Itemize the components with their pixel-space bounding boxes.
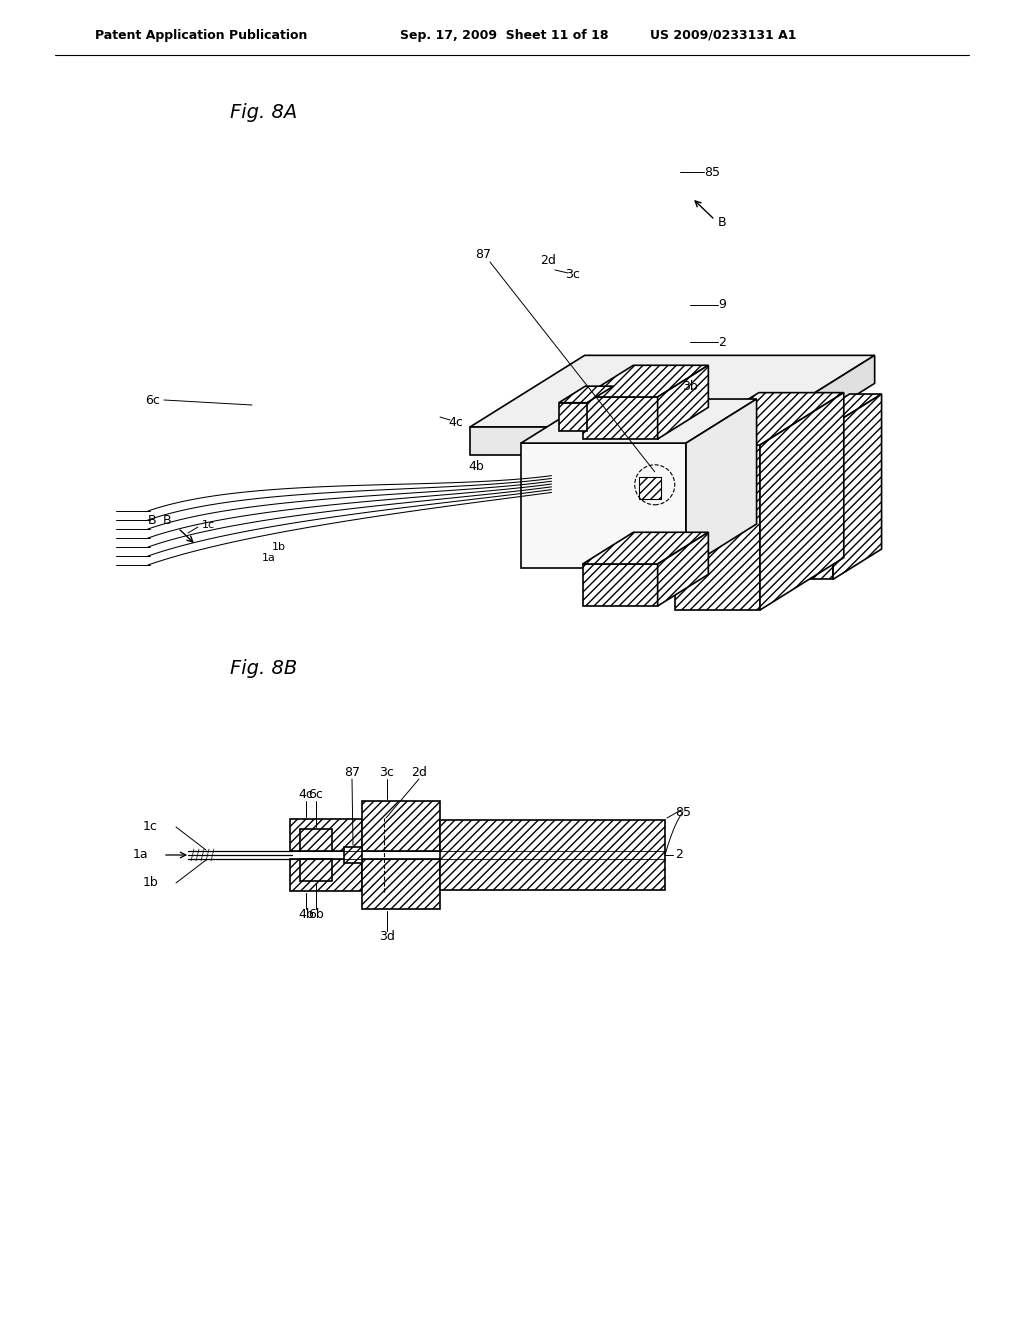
Text: 4b: 4b xyxy=(468,461,483,474)
Text: 9: 9 xyxy=(718,298,726,312)
Polygon shape xyxy=(583,532,709,564)
Text: 1a: 1a xyxy=(262,553,275,564)
Bar xyxy=(362,801,440,851)
Polygon shape xyxy=(583,366,709,397)
Text: 2: 2 xyxy=(718,335,726,348)
Text: B: B xyxy=(147,513,156,527)
Bar xyxy=(344,847,362,863)
Text: 6c: 6c xyxy=(145,393,160,407)
Text: 85: 85 xyxy=(675,805,691,818)
Polygon shape xyxy=(675,392,844,445)
Text: 6b: 6b xyxy=(308,908,324,921)
Text: 6c: 6c xyxy=(308,788,324,801)
Text: 85: 85 xyxy=(705,165,720,178)
Polygon shape xyxy=(521,399,757,444)
Polygon shape xyxy=(583,564,657,606)
Polygon shape xyxy=(639,477,660,499)
Polygon shape xyxy=(470,355,874,426)
Text: 1c: 1c xyxy=(202,520,215,531)
Polygon shape xyxy=(801,424,834,579)
Text: 1b: 1b xyxy=(143,876,159,890)
Text: 2d: 2d xyxy=(411,767,427,780)
Text: B: B xyxy=(718,216,727,230)
Text: 3c: 3c xyxy=(380,767,394,780)
Text: 4c: 4c xyxy=(449,416,463,429)
Polygon shape xyxy=(686,399,757,568)
Text: Sep. 17, 2009  Sheet 11 of 18: Sep. 17, 2009 Sheet 11 of 18 xyxy=(400,29,608,41)
Polygon shape xyxy=(657,366,709,440)
Text: Fig. 8B: Fig. 8B xyxy=(230,659,297,677)
Polygon shape xyxy=(801,395,882,424)
Text: 1a: 1a xyxy=(133,849,148,862)
Text: 2d: 2d xyxy=(540,253,556,267)
Text: 3b: 3b xyxy=(682,380,697,393)
Polygon shape xyxy=(760,392,844,610)
Bar xyxy=(290,818,362,851)
Text: 87: 87 xyxy=(344,767,360,780)
Bar xyxy=(300,829,332,851)
Bar xyxy=(362,859,440,909)
Text: US 2009/0233131 A1: US 2009/0233131 A1 xyxy=(650,29,797,41)
Text: Patent Application Publication: Patent Application Publication xyxy=(95,29,307,41)
Text: Fig. 8A: Fig. 8A xyxy=(230,103,297,121)
Text: 1c: 1c xyxy=(143,821,158,833)
Polygon shape xyxy=(470,426,760,455)
Polygon shape xyxy=(657,532,709,606)
Text: B: B xyxy=(163,513,172,527)
Bar xyxy=(440,820,665,890)
Text: 3d: 3d xyxy=(379,931,395,944)
Polygon shape xyxy=(834,395,882,579)
Text: 2: 2 xyxy=(675,849,683,862)
Text: 1b: 1b xyxy=(272,543,286,552)
Text: 3c: 3c xyxy=(565,268,580,281)
Polygon shape xyxy=(521,444,686,568)
Bar xyxy=(300,859,332,880)
Polygon shape xyxy=(559,387,613,403)
Text: 87: 87 xyxy=(475,248,490,261)
Text: 4c: 4c xyxy=(299,788,313,801)
Polygon shape xyxy=(675,445,760,610)
Polygon shape xyxy=(760,355,874,455)
Bar xyxy=(290,859,362,891)
Text: 4b: 4b xyxy=(298,908,314,921)
Polygon shape xyxy=(559,403,587,430)
Polygon shape xyxy=(583,397,657,440)
